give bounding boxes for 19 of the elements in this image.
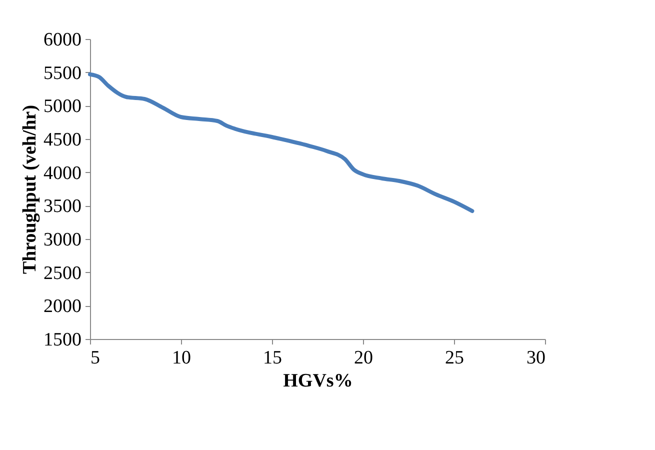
y-tick-label: 5500 — [44, 62, 82, 84]
x-axis-title: HGVs% — [283, 370, 353, 392]
y-tick-label: 5000 — [44, 96, 82, 118]
y-tick-label: 4500 — [44, 130, 82, 150]
x-tick-label: 30 — [526, 348, 546, 368]
x-tick-label: 20 — [354, 348, 373, 368]
line-series — [88, 72, 474, 213]
y-tick-label: 2500 — [44, 262, 82, 284]
x-tick-label: 10 — [172, 348, 191, 368]
y-axis-title: Throughput (veh/hr) — [20, 104, 40, 274]
x-tick-label: 25 — [445, 348, 464, 368]
y-tick-label: 3500 — [44, 196, 82, 218]
y-tick-label: 3000 — [44, 230, 82, 250]
x-tick-label: 15 — [263, 348, 282, 368]
y-tick-label: 6000 — [44, 30, 82, 50]
y-tick-label: 2000 — [44, 296, 82, 318]
y-tick-label: 4000 — [44, 162, 82, 184]
y-tick-label: 1500 — [44, 330, 82, 350]
x-tick-label: 5 — [90, 348, 100, 368]
